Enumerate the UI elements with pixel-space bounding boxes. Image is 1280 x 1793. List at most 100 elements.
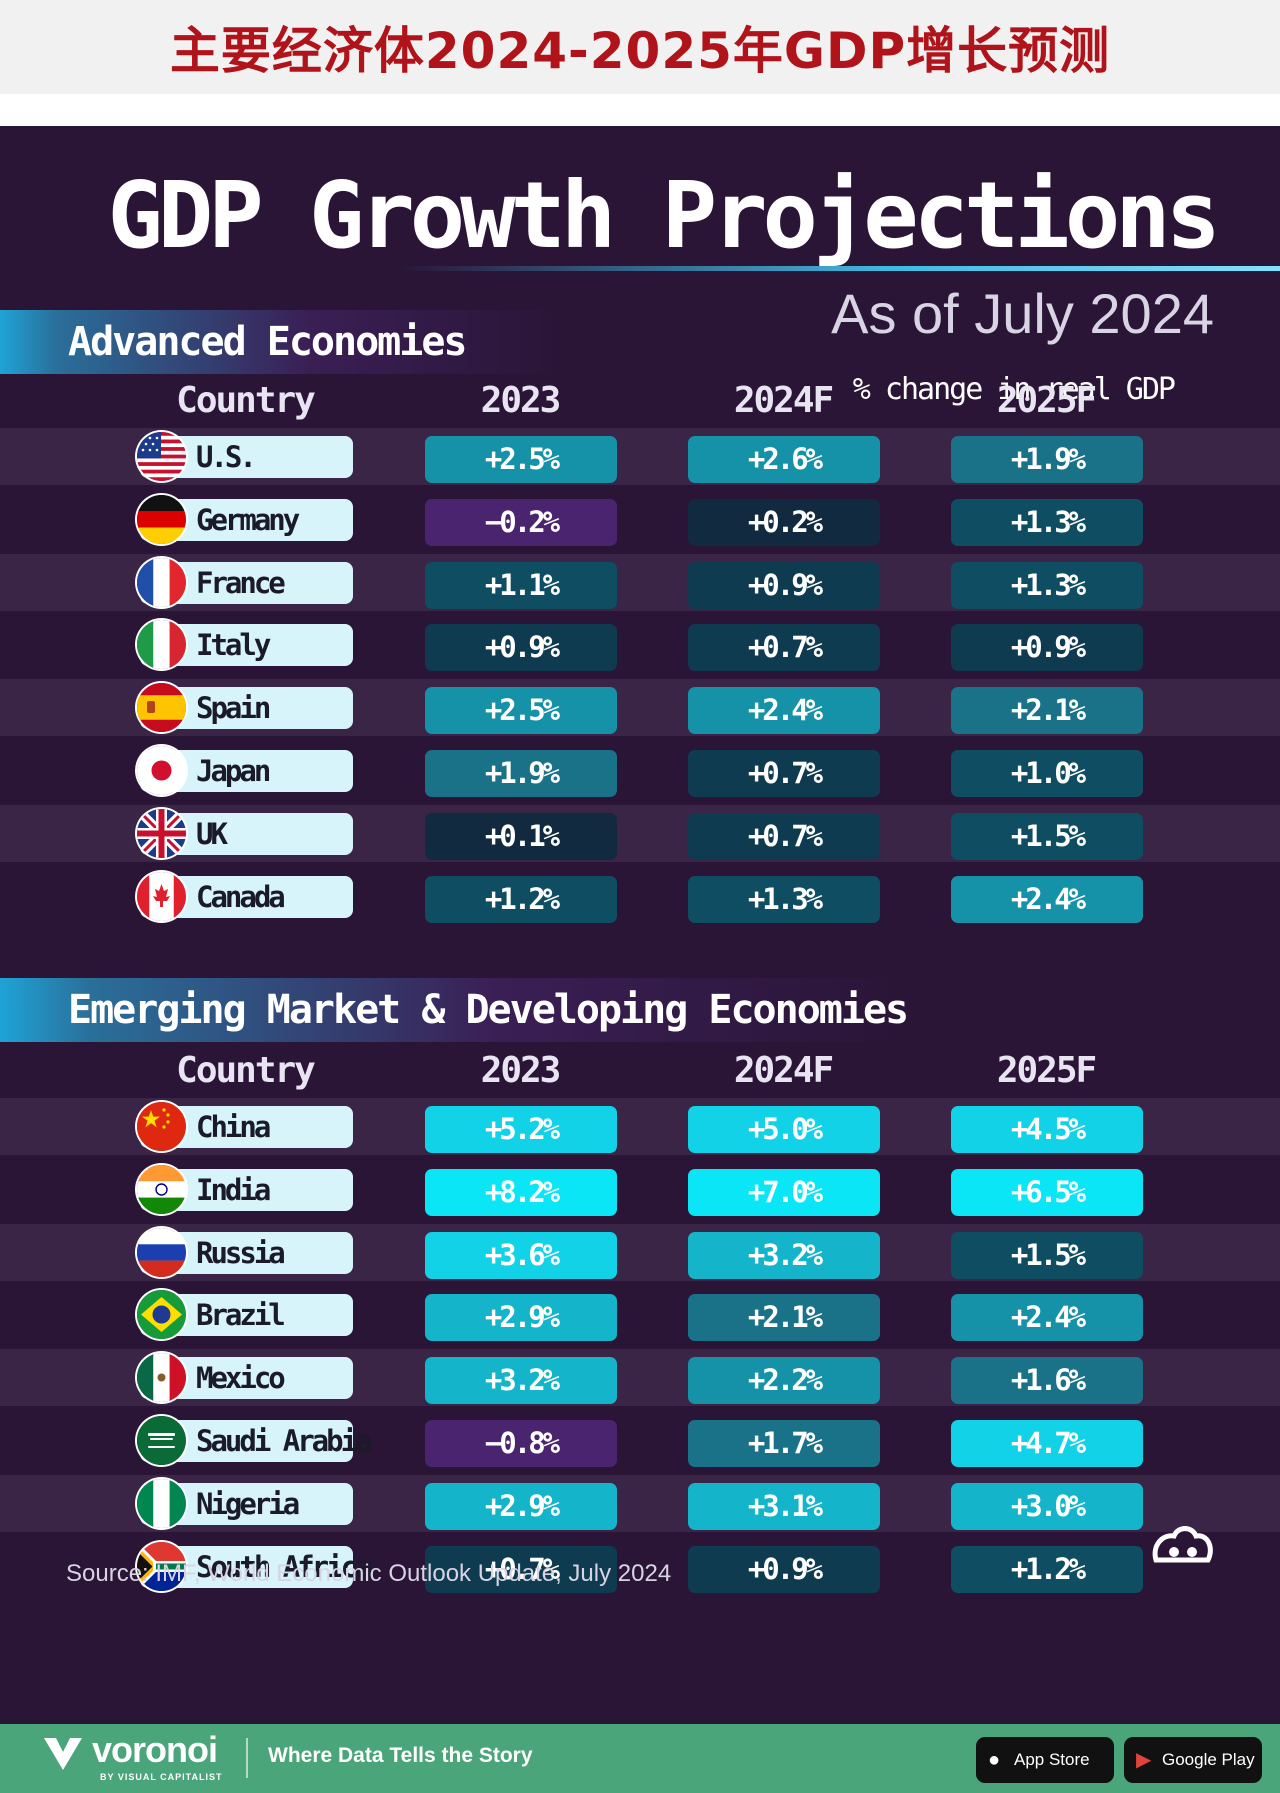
table-row: U.S. +2.5% +2.6% +1.9% bbox=[0, 428, 1280, 485]
value-cell-2024f: +0.9% bbox=[688, 561, 880, 609]
apple-icon: ● bbox=[988, 1749, 1001, 1771]
country-name: South Africa bbox=[196, 1549, 373, 1584]
brazil-flag-icon bbox=[137, 1290, 186, 1340]
value-cell-2023: +2.9% bbox=[425, 1294, 617, 1342]
country-name: Canada bbox=[196, 879, 286, 914]
value-cell-2025f: +2.4% bbox=[951, 875, 1143, 923]
value-cell-2025f: +4.7% bbox=[951, 1420, 1143, 1467]
value-cell-2023: +2.5% bbox=[425, 436, 617, 483]
play-icon: ▶ bbox=[1136, 1749, 1152, 1771]
france-flag-icon bbox=[137, 557, 186, 607]
visual-capitalist-logo-icon bbox=[1152, 1526, 1213, 1563]
value-cell-2024f: +0.7% bbox=[688, 812, 880, 860]
spain-flag-icon bbox=[137, 683, 186, 733]
germany-flag-icon bbox=[137, 494, 186, 544]
value-cell-2023: +8.2% bbox=[425, 1168, 617, 1216]
app-store-button[interactable]: ● App Store bbox=[976, 1737, 1114, 1783]
country-name: Brazil bbox=[196, 1298, 286, 1333]
uk-flag-icon bbox=[137, 808, 186, 858]
value-cell-2024f: +2.2% bbox=[688, 1357, 880, 1405]
table-row: Russia +3.6% +3.2% +1.5% bbox=[0, 1223, 1280, 1281]
mexico-flag-icon bbox=[137, 1353, 186, 1403]
google-play-label: Google Play bbox=[1162, 1750, 1255, 1769]
value-cell-2025f: +1.5% bbox=[951, 812, 1143, 860]
voronoi-logo-icon bbox=[44, 1738, 82, 1770]
value-cell-2025f: +1.3% bbox=[951, 561, 1143, 609]
brand-sub: BY VISUAL CAPITALIST bbox=[100, 1772, 223, 1782]
value-cell-2025f: +2.1% bbox=[951, 687, 1143, 735]
value-cell-2025f: +1.5% bbox=[951, 1231, 1143, 1279]
section-bar-emerging bbox=[0, 978, 900, 1042]
table-row: South Africa +0.7% +0.9% +1.2% bbox=[0, 1538, 1280, 1595]
section-title-advanced: Advanced Economies bbox=[68, 319, 467, 365]
table-row: Japan +1.9% +0.7% +1.0% bbox=[0, 742, 1280, 799]
value-cell-2023: +5.2% bbox=[425, 1106, 617, 1153]
value-cell-2023: +1.1% bbox=[425, 561, 617, 609]
tagline: Where Data Tells the Story bbox=[268, 1744, 533, 1767]
value-cell-2025f: +1.9% bbox=[951, 436, 1143, 483]
unit-note: % change in real GDP bbox=[852, 372, 1176, 407]
section-bar-advanced bbox=[0, 310, 560, 374]
table-row: Brazil +2.9% +2.1% +2.4% bbox=[0, 1286, 1280, 1343]
top-banner: 主要经济体2024-2025年GDP增长预测 bbox=[0, 0, 1280, 94]
us-flag-icon bbox=[137, 432, 186, 481]
table-row: Saudi Arabia −0.8% +1.7% +4.7% bbox=[0, 1412, 1280, 1469]
banner-title: 主要经济体2024-2025年GDP增长预测 bbox=[169, 22, 1111, 80]
country-name: U.S. bbox=[196, 440, 257, 474]
value-cell-2023: +0.7% bbox=[425, 1545, 617, 1593]
italy-flag-icon bbox=[137, 620, 186, 670]
canada-flag-icon bbox=[137, 871, 186, 921]
page-title: GDP Growth Projections bbox=[107, 162, 1221, 269]
value-cell-2023: +1.2% bbox=[425, 875, 617, 923]
infographic: GDP Growth Projections As of July 2024 A… bbox=[0, 126, 1280, 1724]
country-name: UK bbox=[196, 816, 228, 851]
value-cell-2024f: +1.3% bbox=[688, 875, 880, 923]
table-row: Germany −0.2% +0.2% +1.3% bbox=[0, 491, 1280, 548]
column-header-country: Country bbox=[176, 380, 316, 421]
value-cell-2024f: +2.4% bbox=[688, 687, 880, 735]
japan-flag-icon bbox=[137, 746, 186, 795]
value-cell-2024f: +3.2% bbox=[688, 1231, 880, 1279]
column-header-2023: 2023 bbox=[480, 380, 562, 421]
value-cell-2023: +2.5% bbox=[425, 687, 617, 735]
source-note: Source: IMF, World Economic Outlook Upda… bbox=[66, 1560, 672, 1587]
app-store-label: App Store bbox=[1014, 1750, 1090, 1769]
footer-divider bbox=[246, 1738, 248, 1778]
value-cell-2025f: +4.5% bbox=[951, 1106, 1143, 1153]
table-row: China +5.2% +5.0% +4.5% bbox=[0, 1098, 1280, 1155]
section-title-emerging: Emerging Market & Developing Economies bbox=[68, 987, 909, 1033]
value-cell-2024f: +1.7% bbox=[688, 1420, 880, 1467]
table-row: France +1.1% +0.9% +1.3% bbox=[0, 553, 1280, 611]
russia-flag-icon bbox=[137, 1227, 186, 1277]
page-subtitle: As of July 2024 bbox=[831, 282, 1214, 345]
table-row: Nigeria +2.9% +3.1% +3.0% bbox=[0, 1474, 1280, 1532]
country-name: India bbox=[196, 1172, 271, 1207]
value-cell-2024f: +3.1% bbox=[688, 1482, 880, 1530]
table-row: Canada +1.2% +1.3% +2.4% bbox=[0, 868, 1280, 925]
column-header-2024f: 2024F bbox=[733, 380, 834, 421]
value-cell-2023: +3.6% bbox=[425, 1231, 617, 1279]
value-cell-2023: +0.9% bbox=[425, 624, 617, 672]
column-header-2025f: 2025F bbox=[996, 1050, 1097, 1091]
value-cell-2023: −0.2% bbox=[425, 498, 617, 546]
value-cell-2024f: +0.9% bbox=[688, 1545, 880, 1593]
google-play-button[interactable]: ▶ Google Play bbox=[1124, 1737, 1262, 1783]
country-name: Mexico bbox=[196, 1361, 286, 1396]
table-row: Spain +2.5% +2.4% +2.1% bbox=[0, 679, 1280, 737]
country-name: China bbox=[196, 1110, 271, 1144]
column-header-2025f: 2025F bbox=[996, 380, 1097, 421]
value-cell-2023: +3.2% bbox=[425, 1357, 617, 1405]
table-row: Mexico +3.2% +2.2% +1.6% bbox=[0, 1349, 1280, 1407]
title-underline bbox=[400, 266, 1280, 271]
nigeria-flag-icon bbox=[137, 1478, 186, 1528]
country-name: Nigeria bbox=[196, 1486, 300, 1521]
country-name: France bbox=[196, 565, 286, 600]
value-cell-2023: +0.1% bbox=[425, 812, 617, 860]
value-cell-2023: −0.8% bbox=[425, 1420, 617, 1467]
table-row: Italy +0.9% +0.7% +0.9% bbox=[0, 616, 1280, 673]
table-row: UK +0.1% +0.7% +1.5% bbox=[0, 804, 1280, 862]
country-name: Germany bbox=[196, 502, 300, 537]
value-cell-2023: +1.9% bbox=[425, 750, 617, 797]
value-cell-2025f: +1.3% bbox=[951, 498, 1143, 546]
south-africa-flag-icon bbox=[137, 1541, 186, 1591]
